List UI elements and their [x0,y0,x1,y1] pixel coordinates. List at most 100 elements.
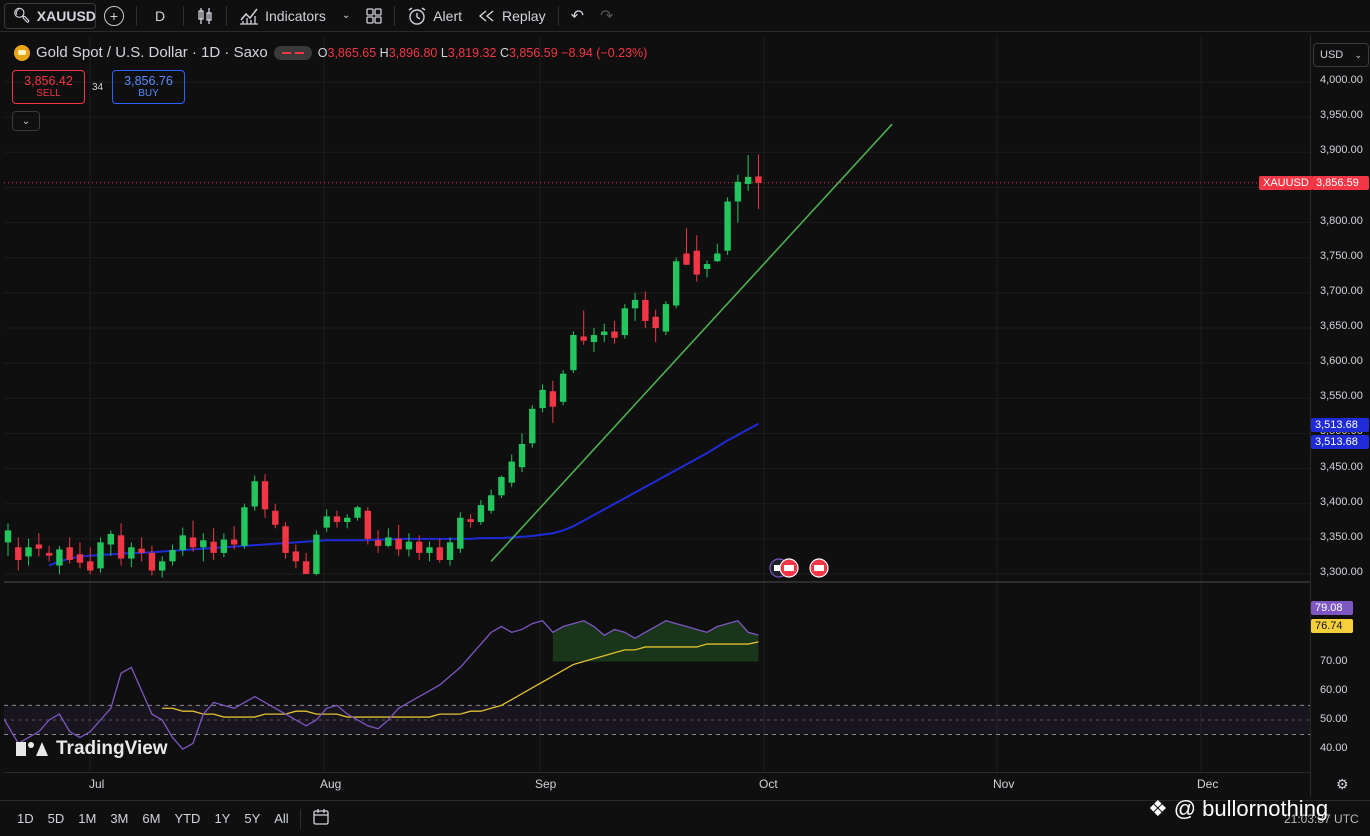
ohlc-values: O3,865.65 H3,896.80 L3,819.32 C3,856.59 … [317,45,648,60]
range-1m[interactable]: 1M [78,811,97,826]
candle [477,505,485,522]
chevron-down-icon: ⌄ [21,115,31,127]
compare-button[interactable]: + [96,0,132,32]
calendar-icon [313,809,329,825]
price-tick-label: 3,750.00 [1320,249,1363,262]
ma-value-tag: 3,513.68 [1311,418,1369,432]
ma-value-tag-2: 3,513.68 [1311,435,1369,449]
range-all[interactable]: All [274,811,289,826]
symbol-search[interactable]: 🔍︎ XAUUSD [4,2,96,29]
currency-label: USD [1320,49,1344,61]
rsi-tick-label: 40.00 [1320,742,1348,755]
candle [282,526,289,553]
last-price-symbol-tag: XAUUSD [1259,176,1313,190]
candle [117,535,125,559]
range-6m[interactable]: 6M [142,811,161,826]
candle [323,516,330,528]
rsi-value-tag: 79.08 [1311,601,1353,615]
buy-button[interactable]: 3,856.76 BUY [112,70,185,104]
range-3m[interactable]: 3M [110,811,129,826]
tradingview-logo: TradingView [16,738,168,760]
candle [261,481,269,510]
alarm-clock-icon [408,6,426,25]
interval-button[interactable]: D [141,0,179,32]
candle [487,495,495,511]
candle [210,541,217,553]
indicators-dropdown[interactable]: ⌄ [334,0,358,32]
range-1y[interactable]: 1Y [214,811,231,826]
candle [539,389,546,409]
go-to-date-button[interactable] [305,808,337,829]
legend-collapse-button[interactable]: ⌄ [12,111,40,131]
chevron-down-icon: ⌄ [1354,49,1362,60]
candle [662,304,670,332]
range-ytd[interactable]: YTD [174,811,201,826]
candle [714,253,721,262]
chart-canvas[interactable] [0,36,1310,796]
range-1d[interactable]: 1D [17,811,34,826]
candle [446,542,454,560]
indicators-button[interactable]: Indicators [231,0,334,32]
toolbar-divider [136,5,137,26]
candle [354,507,361,518]
flag-stripes-icon [814,565,824,571]
trendline [490,123,893,562]
candle [87,561,94,571]
candle [169,550,176,562]
candle [549,391,557,407]
candle [744,176,752,184]
candle [200,540,207,548]
currency-selector[interactable]: USD ⌄ [1313,43,1369,67]
range-5d[interactable]: 5D [47,811,65,826]
chart-type-button[interactable] [188,0,222,32]
rsi-ma-value-tag: 76.74 [1311,619,1353,633]
candle [631,299,639,309]
watermark-text: @ bullornothing [1173,796,1329,821]
candle [241,507,248,546]
candle [364,510,371,539]
toolbar-divider [394,5,396,26]
price-tick-label: 3,800.00 [1320,214,1363,227]
layouts-button[interactable] [358,0,390,32]
sell-button[interactable]: 3,856.42 SELL [12,70,85,104]
rsi-ma-line [162,641,759,718]
tradingview-logo-text: TradingView [56,738,168,759]
settings-gear-icon[interactable]: ⚙ [1336,776,1349,792]
range-5y[interactable]: 5Y [244,811,261,826]
price-tick-label: 3,450.00 [1320,460,1363,473]
candle [611,331,618,338]
chart-pane[interactable] [0,36,1310,796]
candle [652,316,659,328]
search-icon: 🔍︎ [13,7,31,23]
price-tick-label: 3,550.00 [1320,390,1363,403]
time-axis[interactable] [4,772,1310,796]
candle [580,336,587,341]
spread-value: 34 [92,82,104,93]
candle [138,548,145,553]
candle [601,331,608,336]
replay-button[interactable]: Replay [470,0,554,32]
price-scale[interactable] [1310,36,1370,796]
candle [107,533,114,545]
buy-price: 3,856.76 [124,74,173,89]
candle [673,261,680,306]
candle [703,264,711,269]
utc-clock[interactable]: 21:03:37 UTC [1284,812,1359,826]
candle [76,554,84,563]
price-tick-label: 3,300.00 [1320,566,1363,578]
month-label: Jul [89,777,105,791]
candle [220,539,228,553]
candle [66,547,73,560]
redo-button[interactable]: ↷ [592,0,621,32]
watermark: ❖ @ bullornothing [1148,796,1328,822]
buy-label: BUY [138,88,159,100]
candle [508,461,515,483]
candle [498,477,505,496]
price-tick-label: 4,000.00 [1320,74,1363,86]
chevron-down-icon: ⌄ [341,10,351,21]
alert-button[interactable]: Alert [399,0,470,32]
candle [559,373,567,402]
market-status-icon[interactable] [273,45,312,60]
sell-label: SELL [36,88,61,100]
undo-button[interactable]: ↶ [563,0,592,32]
